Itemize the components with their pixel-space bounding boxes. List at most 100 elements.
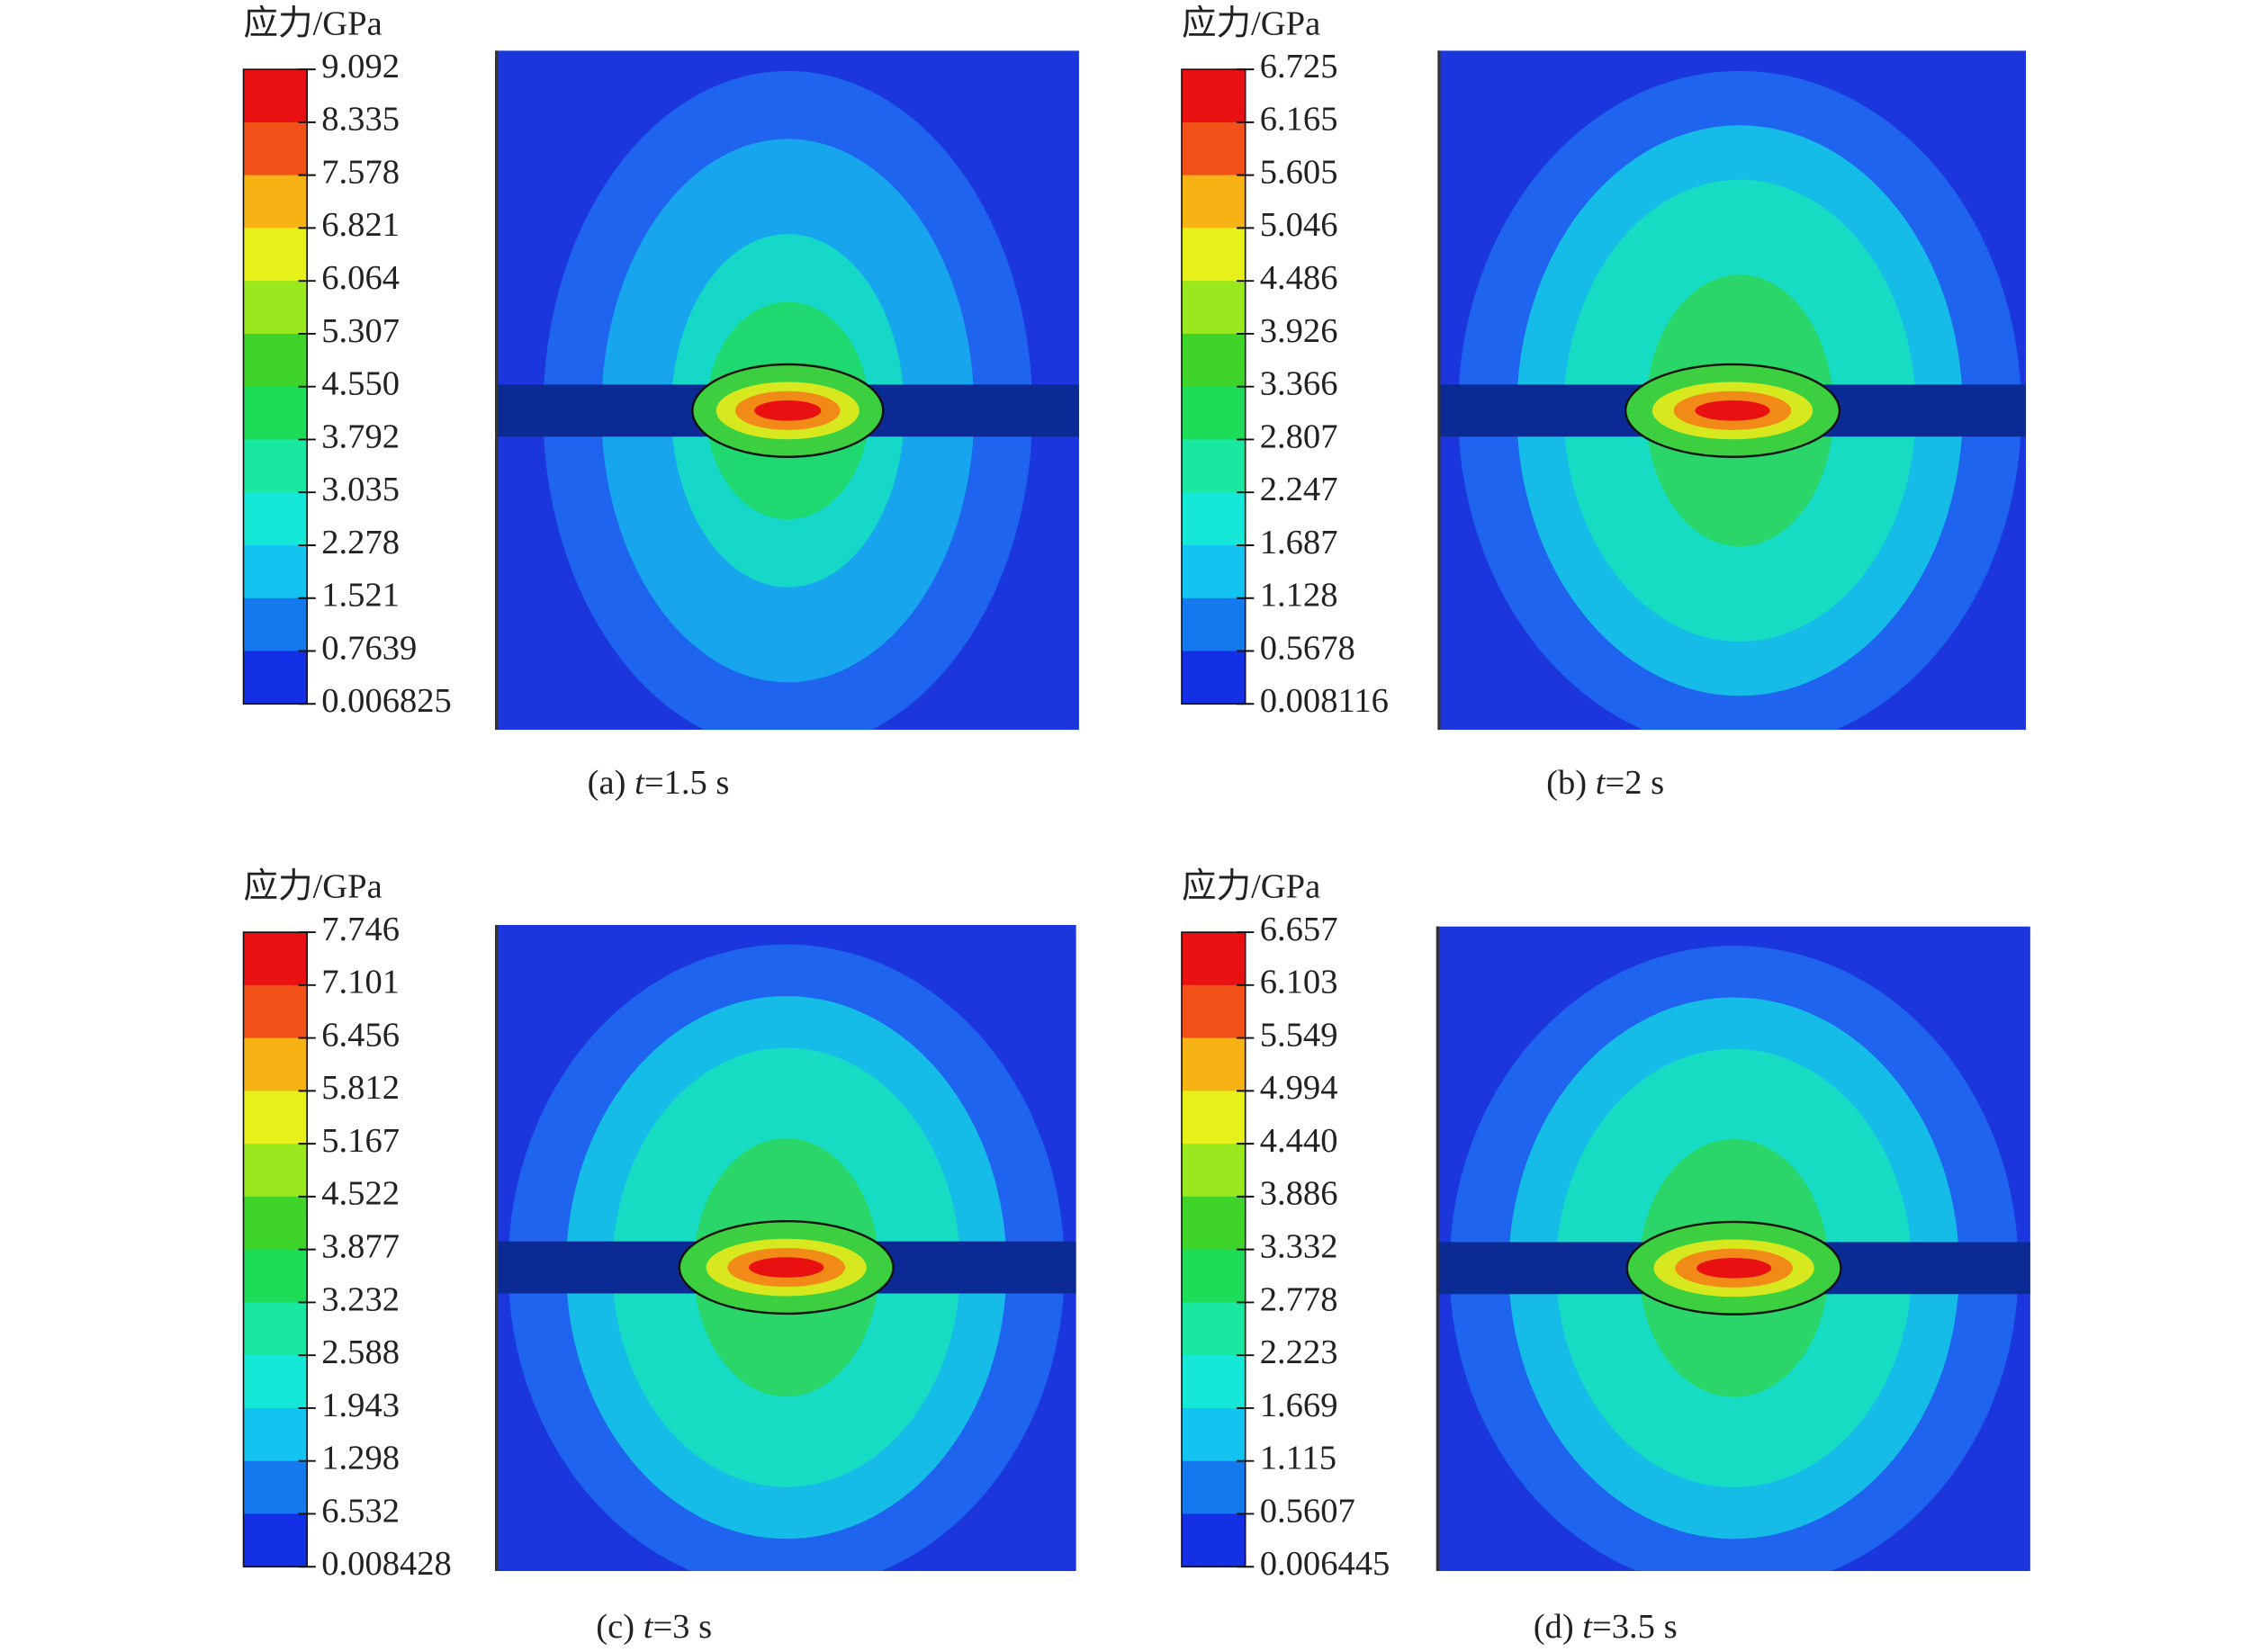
lens-core xyxy=(1695,400,1770,421)
colorbar-band xyxy=(243,544,308,599)
colorbar-label: 3.792 xyxy=(321,417,400,455)
colorbar-band xyxy=(243,1249,308,1304)
unit-label: 应力/GPa xyxy=(1182,867,1320,906)
colorbar-band xyxy=(1182,281,1246,335)
colorbar-label: 0.006445 xyxy=(1260,1545,1390,1583)
lens-core xyxy=(1696,1258,1772,1279)
colorbar-label: 0.008116 xyxy=(1260,682,1389,720)
colorbar-band xyxy=(243,281,308,335)
colorbar-label: 7.101 xyxy=(321,964,400,1001)
colorbar-band xyxy=(243,984,308,1039)
colorbar-band xyxy=(1182,69,1246,123)
caption-label: (b) xyxy=(1546,764,1587,802)
panel: 应力/GPa 6.657 6.103 5.549 4.994 4.440 3.886 3.33… xyxy=(1181,867,2030,1646)
colorbar-band xyxy=(243,932,308,986)
caption-variable: t xyxy=(634,764,645,802)
caption: (c) t=3 s xyxy=(596,1608,712,1646)
contour-field xyxy=(1438,50,2027,731)
colorbar-label: 8.335 xyxy=(321,101,400,139)
colorbar-band xyxy=(1182,984,1246,1039)
colorbar-label: 1.687 xyxy=(1260,524,1338,561)
colorbar-band xyxy=(1182,386,1246,441)
colorbar-label: 4.550 xyxy=(321,365,400,403)
colorbar-band xyxy=(243,1460,308,1515)
colorbar-band xyxy=(243,333,308,388)
caption-variable: t xyxy=(644,1608,654,1646)
contour-field xyxy=(1437,926,2030,1572)
colorbar-label: 3.926 xyxy=(1260,312,1338,350)
colorbar-label: 4.994 xyxy=(1260,1069,1338,1107)
caption: (b) t=2 s xyxy=(1546,764,1664,802)
colorbar-band xyxy=(243,175,308,229)
colorbar-label: 2.807 xyxy=(1260,417,1338,455)
colorbar-band xyxy=(243,1407,308,1462)
colorbar-band xyxy=(1182,1196,1246,1251)
colorbar-label: 9.092 xyxy=(321,48,400,85)
colorbar-label: 2.278 xyxy=(321,524,400,561)
colorbar-band xyxy=(243,386,308,441)
colorbar-label: 4.486 xyxy=(1260,259,1338,297)
colorbar-label: 2.778 xyxy=(1260,1280,1338,1318)
colorbar-label: 5.605 xyxy=(1260,153,1338,191)
colorbar-label: 7.746 xyxy=(321,911,400,948)
colorbar-label: 3.035 xyxy=(321,471,400,508)
colorbar-band xyxy=(243,1196,308,1251)
colorbar-band xyxy=(1182,228,1246,282)
colorbar-band xyxy=(243,1037,308,1092)
colorbar-label: 6.064 xyxy=(321,259,400,297)
colorbar-band xyxy=(243,492,308,546)
colorbar-label: 2.223 xyxy=(1260,1333,1338,1371)
caption-label: (d) xyxy=(1534,1608,1574,1646)
colorbar-label: 6.456 xyxy=(321,1016,400,1054)
unit-label: 应力/GPa xyxy=(244,867,382,906)
colorbar-band xyxy=(1182,439,1246,494)
colorbar-label: 0.5678 xyxy=(1260,629,1355,667)
colorbar-band xyxy=(1182,1091,1246,1145)
colorbar-label: 1.521 xyxy=(321,577,400,615)
colorbar-label: 3.332 xyxy=(1260,1227,1338,1265)
lens-core xyxy=(749,1257,824,1278)
colorbar-label: 0.006825 xyxy=(321,682,452,720)
colorbar-label: 1.128 xyxy=(1260,577,1338,615)
caption: (a) t=1.5 s xyxy=(588,764,730,802)
colorbar-label: 6.657 xyxy=(1260,911,1338,948)
colorbar-label: 0.5607 xyxy=(1260,1492,1355,1530)
colorbar-label: 3.232 xyxy=(321,1280,400,1318)
colorbar-band xyxy=(243,1302,308,1356)
colorbar-band xyxy=(1182,1355,1246,1409)
colorbar-band xyxy=(1182,651,1246,705)
colorbar-label: 3.886 xyxy=(1260,1175,1338,1213)
caption-label: (c) xyxy=(596,1608,634,1646)
caption-variable: t xyxy=(1596,764,1606,802)
colorbar-label: 1.115 xyxy=(1260,1440,1336,1477)
colorbar-label: 0.008428 xyxy=(321,1545,452,1583)
colorbar-band xyxy=(243,69,308,123)
colorbar-band xyxy=(1182,1460,1246,1515)
colorbar-band xyxy=(1182,1513,1246,1568)
contour-field xyxy=(496,925,1076,1572)
colorbar-band xyxy=(243,439,308,494)
colorbar-band xyxy=(243,597,308,652)
colorbar-band xyxy=(1182,1037,1246,1092)
colorbar-band xyxy=(1182,1302,1246,1356)
colorbar-band xyxy=(1182,1407,1246,1462)
colorbar-label: 5.812 xyxy=(321,1069,400,1107)
colorbar-label: 6.103 xyxy=(1260,964,1338,1001)
colorbar-label: 6.725 xyxy=(1260,48,1338,85)
unit-label: 应力/GPa xyxy=(1182,4,1320,43)
colorbar-label: 2.588 xyxy=(321,1333,400,1371)
colorbar-label: 6.821 xyxy=(321,206,400,244)
colorbar-band xyxy=(1182,1144,1246,1198)
lens-core xyxy=(754,400,822,421)
colorbar-label: 5.046 xyxy=(1260,206,1338,244)
panel: 应力/GPa 9.092 8.335 7.578 6.821 6.064 5.307 4.55… xyxy=(242,4,1079,802)
colorbar-label: 3.877 xyxy=(321,1227,400,1265)
colorbar-band xyxy=(1182,333,1246,388)
caption-label: (a) xyxy=(588,764,626,802)
caption: (d) t=3.5 s xyxy=(1534,1608,1678,1646)
colorbar-label: 4.440 xyxy=(1260,1122,1338,1160)
colorbar-label: 5.167 xyxy=(321,1122,400,1160)
colorbar-label: 0.7639 xyxy=(321,629,417,667)
